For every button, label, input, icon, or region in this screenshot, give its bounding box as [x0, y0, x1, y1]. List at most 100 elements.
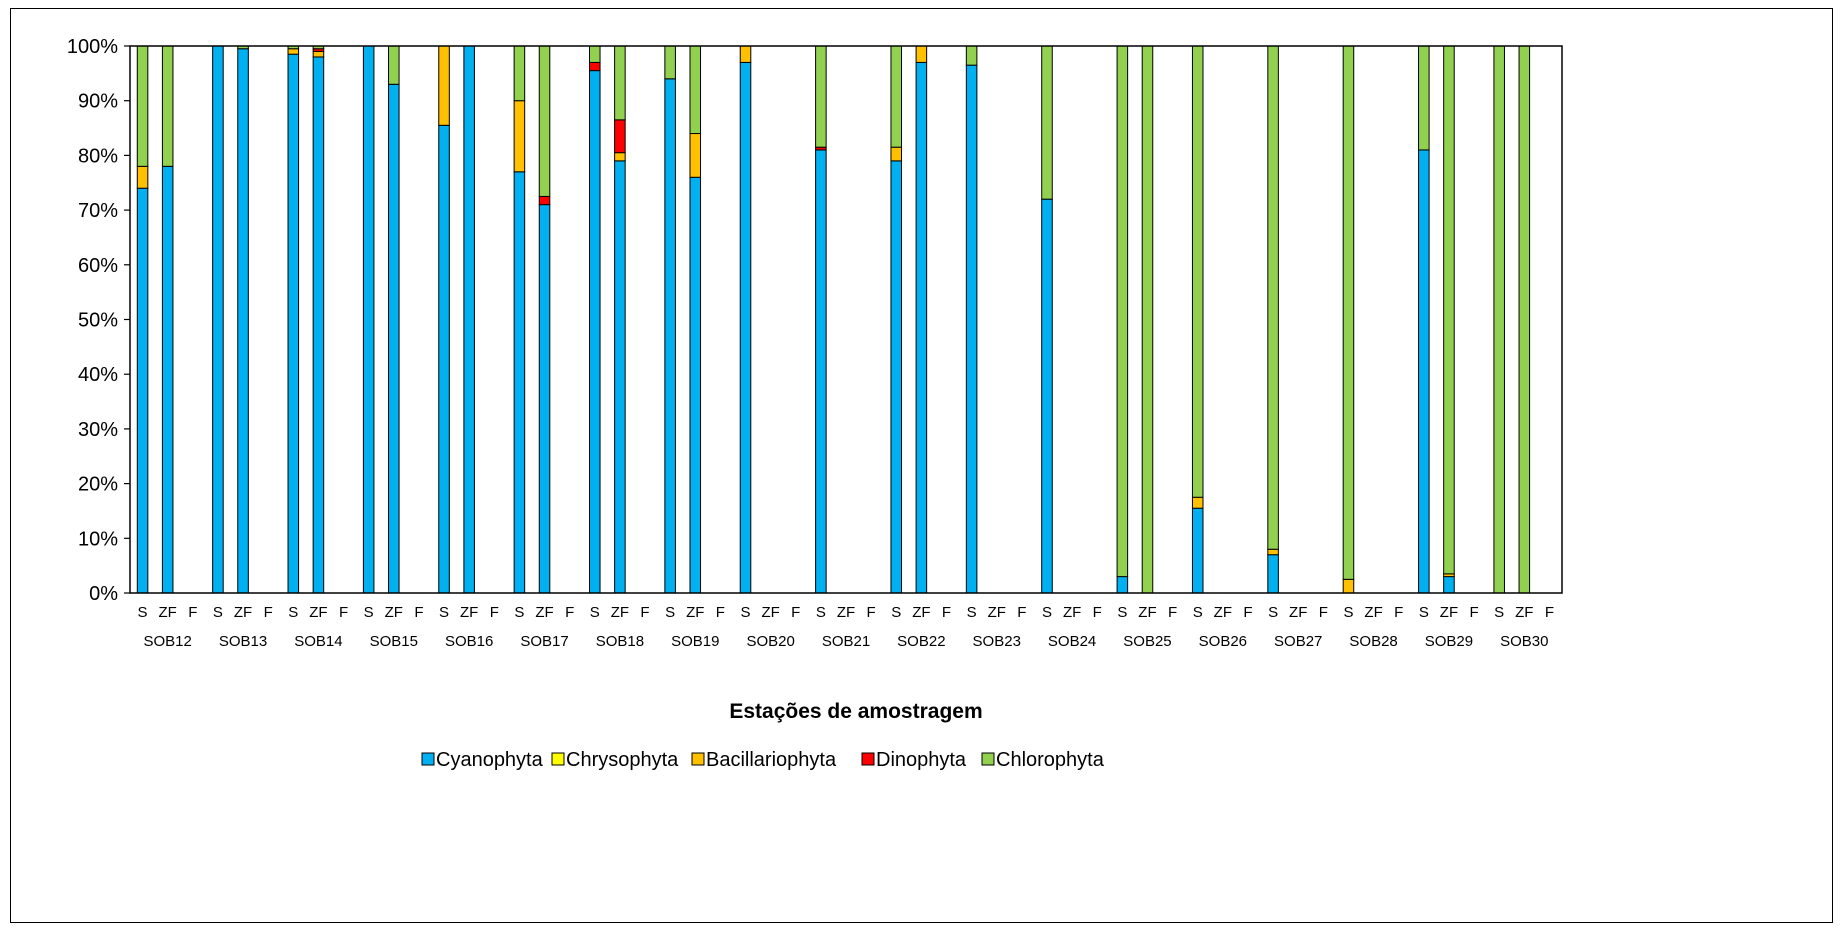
x-tick-label: ZF: [309, 604, 327, 621]
x-tick-label: ZF: [837, 604, 855, 621]
x-tick-label: F: [188, 604, 197, 621]
x-tick-label: ZF: [1063, 604, 1081, 621]
y-tick-label: 50%: [78, 310, 118, 332]
bar-segment-chlorophyta: [1443, 45, 1455, 575]
bar-segment-cyanophyta: [312, 56, 325, 594]
x-tick-label: ZF: [1515, 604, 1533, 621]
bar-segment-chlorophyta: [1041, 45, 1053, 200]
x-tick-label: ZF: [988, 604, 1006, 621]
bar-segment-cyanophyta: [362, 45, 375, 594]
x-tick-label: F: [640, 604, 649, 621]
y-tick-label: 60%: [78, 255, 118, 277]
y-tick-label: 10%: [78, 528, 118, 550]
x-group-label: SOB28: [1349, 633, 1397, 650]
bar-segment-cyanophyta: [614, 160, 626, 594]
bar-segment-chlorophyta: [1267, 45, 1279, 550]
bar-segment-chlorophyta: [689, 45, 702, 135]
bar-segment-chlorophyta: [1141, 45, 1154, 594]
x-tick-label: ZF: [1138, 604, 1156, 621]
bar-segment-cyanophyta: [1116, 576, 1129, 594]
bar-segment-chlorophyta: [664, 45, 676, 80]
bar-segment-chlorophyta: [1418, 45, 1430, 151]
x-tick-label: ZF: [1214, 604, 1232, 621]
bar-segment-bacillariophyta: [739, 45, 752, 63]
x-tick-label: ZF: [159, 604, 177, 621]
x-tick-label: F: [490, 604, 499, 621]
x-group-label: SOB22: [897, 633, 945, 650]
x-group-label: SOB13: [219, 633, 267, 650]
x-tick-label: F: [1394, 604, 1403, 621]
x-tick-label: ZF: [1289, 604, 1307, 621]
bar-segment-cyanophyta: [237, 48, 249, 594]
x-group-label: SOB25: [1123, 633, 1171, 650]
legend-label-dinophyta: Dinophyta: [876, 749, 967, 771]
bar-segment-bacillariophyta: [136, 165, 149, 189]
bar-segment-cyanophyta: [1191, 507, 1204, 594]
bar-segment-bacillariophyta: [1342, 578, 1355, 594]
y-tick-label: 0%: [89, 583, 118, 605]
bar-segment-cyanophyta: [890, 160, 903, 594]
y-axis-ticks: 0% 10% 20% 30% 40% 50% 60% 70% 80% 90% 100%: [67, 36, 130, 605]
bar-segment-cyanophyta: [689, 176, 702, 594]
bar-segment-bacillariophyta: [890, 146, 903, 162]
bar-segment-chlorophyta: [161, 45, 174, 167]
legend-swatch-cyanophyta: [421, 752, 435, 766]
bar-segment-chlorophyta: [388, 45, 400, 85]
x-group-label: SOB19: [671, 633, 719, 650]
bar-segment-cyanophyta: [388, 83, 400, 594]
y-tick-label: 70%: [78, 200, 118, 222]
bar-segment-chlorophyta: [965, 45, 978, 66]
x-tick-label: ZF: [460, 604, 478, 621]
bar-segment-cyanophyta: [1041, 198, 1053, 594]
x-tick-label: ZF: [912, 604, 930, 621]
x-axis-ticks: S ZF F SOB12 S ZF F SOB13 S ZF F SOB14 S ZF F SOB15 S ZF F…: [138, 604, 1554, 650]
legend-label-bacillariophyta: Bacillariophyta: [706, 749, 837, 771]
x-tick-label: S: [288, 604, 298, 621]
bar-segment-cyanophyta: [438, 124, 450, 594]
x-group-label: SOB23: [973, 633, 1021, 650]
bar-segment-dinophyta: [538, 195, 551, 206]
bar-segment-chlorophyta: [1493, 45, 1505, 594]
x-axis-title: Estações de amostragem: [729, 700, 982, 723]
x-tick-label: S: [1193, 604, 1203, 621]
x-group-label: SOB17: [520, 633, 568, 650]
x-tick-label: F: [942, 604, 951, 621]
x-tick-label: S: [1268, 604, 1278, 621]
x-tick-label: F: [791, 604, 800, 621]
bar-segment-chlorophyta: [890, 45, 903, 148]
bar-segment-cyanophyta: [463, 45, 475, 594]
x-group-label: SOB12: [143, 633, 191, 650]
x-tick-label: F: [867, 604, 876, 621]
bar-segment-chlorophyta: [538, 45, 551, 197]
x-tick-label: S: [590, 604, 600, 621]
x-tick-label: S: [1042, 604, 1052, 621]
x-tick-label: ZF: [234, 604, 252, 621]
legend-label-chlorophyta: Chlorophyta: [996, 749, 1105, 771]
bar-segment-chlorophyta: [588, 45, 601, 63]
x-tick-label: S: [364, 604, 374, 621]
x-tick-label: ZF: [535, 604, 553, 621]
x-tick-label: F: [264, 604, 273, 621]
x-tick-label: ZF: [611, 604, 629, 621]
bar-segment-chlorophyta: [136, 45, 149, 167]
x-tick-label: F: [1469, 604, 1478, 621]
x-group-label: SOB15: [370, 633, 418, 650]
bar-segment-bacillariophyta: [287, 48, 300, 55]
y-tick-label: 40%: [78, 364, 118, 386]
bar-segment-chlorophyta: [614, 45, 626, 121]
bar-segment-chlorophyta: [1116, 45, 1129, 578]
bar-segment-chlorophyta: [1342, 45, 1355, 580]
bar-segment-cyanophyta: [664, 78, 676, 594]
bar-segment-bacillariophyta: [1191, 496, 1204, 509]
x-tick-label: F: [1168, 604, 1177, 621]
x-group-label: SOB18: [596, 633, 644, 650]
x-tick-label: ZF: [385, 604, 403, 621]
x-group-label: SOB30: [1500, 633, 1548, 650]
x-tick-label: S: [741, 604, 751, 621]
x-group-label: SOB27: [1274, 633, 1322, 650]
x-tick-label: S: [967, 604, 977, 621]
x-tick-label: ZF: [1364, 604, 1382, 621]
x-group-label: SOB21: [822, 633, 870, 650]
bar-segment-bacillariophyta: [614, 152, 626, 162]
y-tick-label: 20%: [78, 474, 118, 496]
